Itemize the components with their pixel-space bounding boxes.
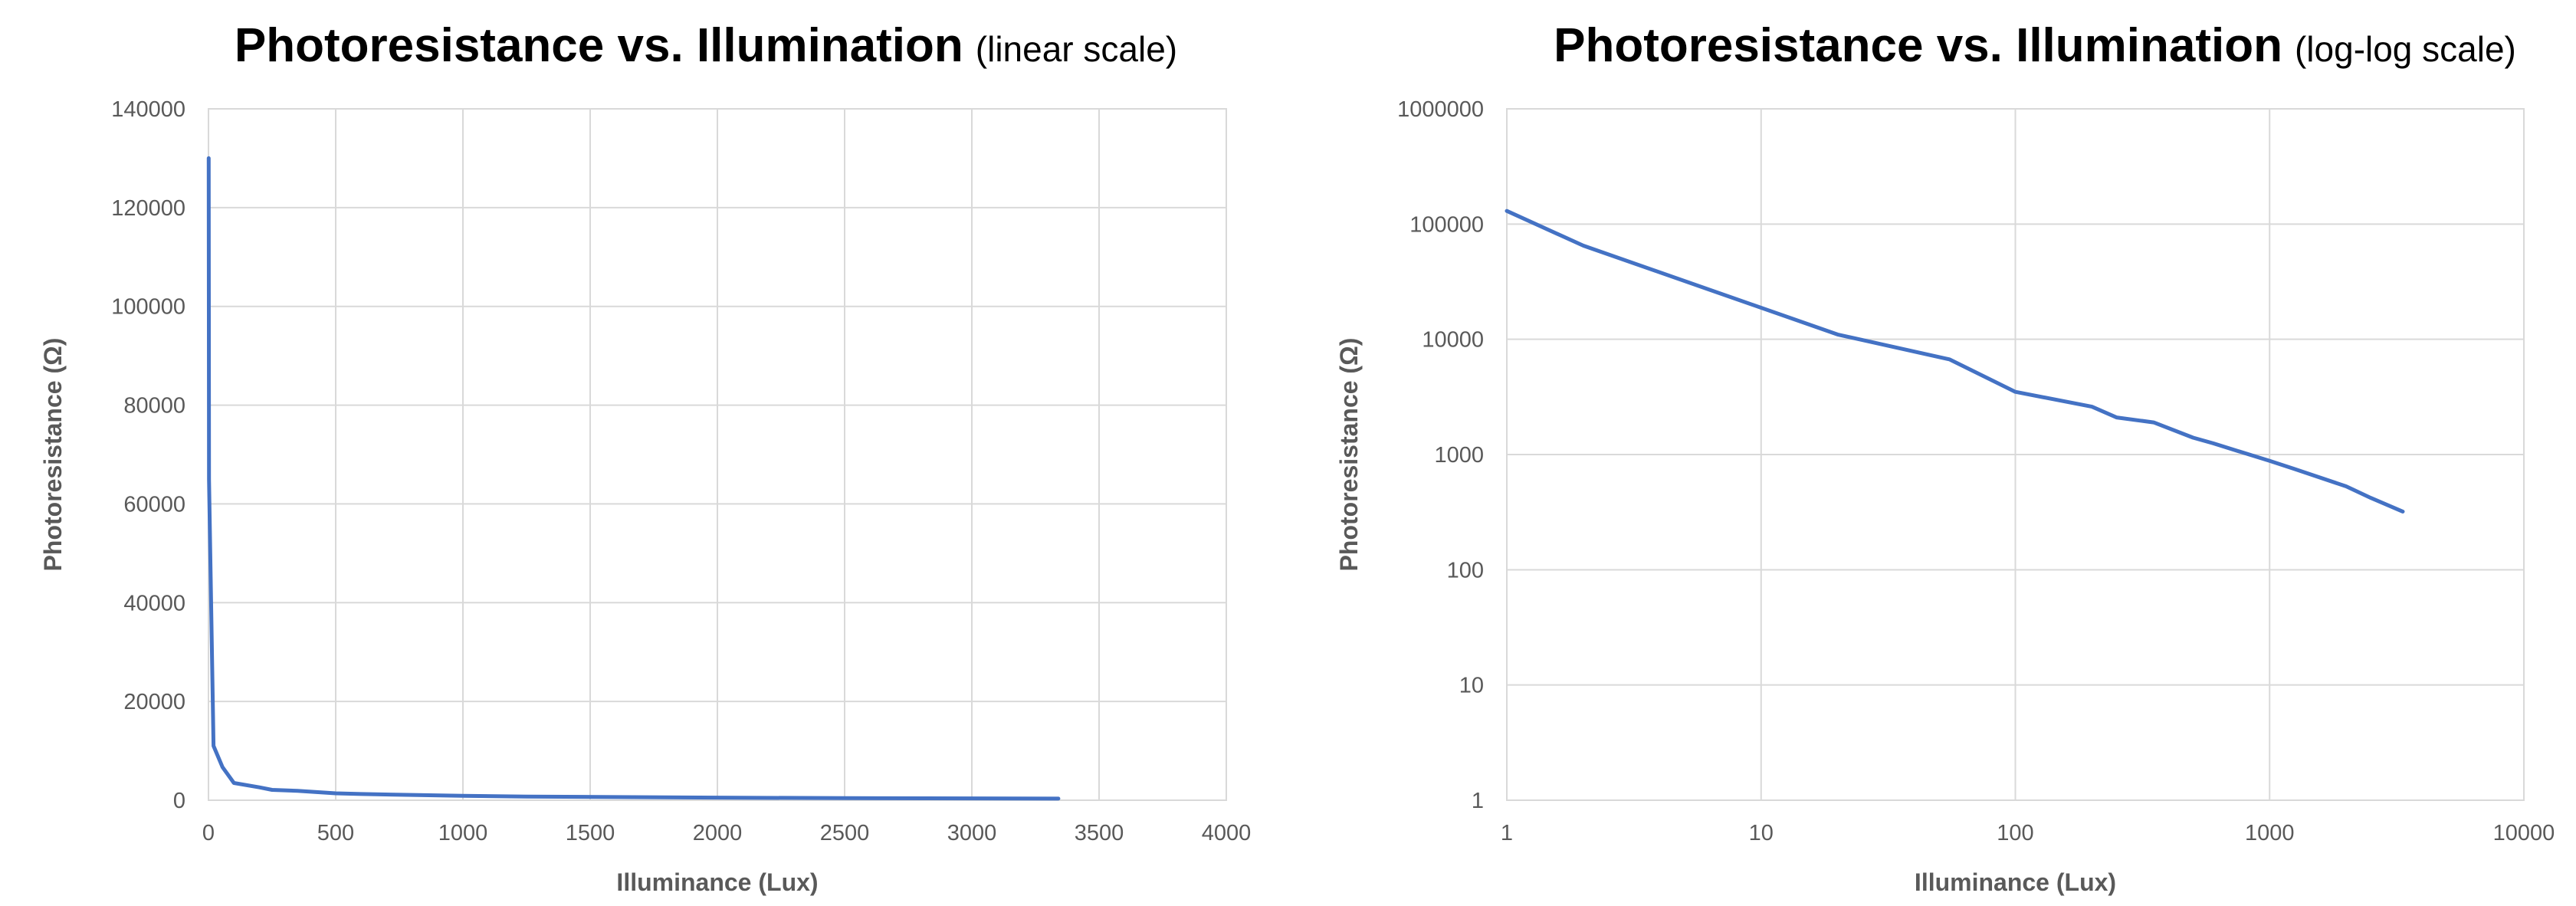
x-tick-label: 0 xyxy=(202,821,215,845)
y-tick-label: 100000 xyxy=(111,295,185,320)
linear-chart: Photoresistance vs. Illumination (linear … xyxy=(39,19,1251,896)
chart-title: Photoresistance vs. Illumination (log-log… xyxy=(1554,19,2516,72)
chart-title-suffix: (log-log scale) xyxy=(2295,29,2516,69)
y-tick-label: 120000 xyxy=(111,196,185,221)
series-line xyxy=(1505,208,2405,514)
series-line xyxy=(206,156,1061,801)
chart-title-main: Photoresistance vs. Illumination xyxy=(235,19,963,72)
y-tick-label: 0 xyxy=(173,789,185,813)
x-tick-label: 2500 xyxy=(820,821,870,845)
x-tick-label: 3500 xyxy=(1075,821,1124,845)
x-tick-label: 1 xyxy=(1501,821,1513,845)
y-tick-label: 10 xyxy=(1459,674,1484,698)
x-tick-label: 500 xyxy=(317,821,354,845)
y-tick-label: 80000 xyxy=(123,394,185,419)
loglog-chart: Photoresistance vs. Illumination (log-log… xyxy=(1335,19,2555,896)
y-tick-label: 1 xyxy=(1472,789,1484,813)
plot-area-border xyxy=(1506,108,2525,801)
x-axis-title: Illuminance (Lux) xyxy=(1915,868,2116,896)
x-tick-label: 4000 xyxy=(1202,821,1252,845)
y-tick-label: 40000 xyxy=(123,591,185,615)
x-tick-label: 1500 xyxy=(566,821,615,845)
y-tick-label: 20000 xyxy=(123,690,185,714)
x-tick-label: 10 xyxy=(1749,821,1774,845)
x-tick-label: 1000 xyxy=(2245,821,2295,845)
y-axis-title: Photoresistance (Ω) xyxy=(1335,338,1363,572)
y-tick-label: 100 xyxy=(1447,558,1484,583)
chart-title-main: Photoresistance vs. Illumination xyxy=(1554,19,2282,72)
y-tick-label: 10000 xyxy=(1422,328,1484,353)
chart-title-suffix: (linear scale) xyxy=(976,29,1177,69)
x-tick-label: 10000 xyxy=(2493,821,2555,845)
x-axis-title: Illuminance (Lux) xyxy=(616,868,818,896)
y-tick-label: 1000000 xyxy=(1397,97,1484,122)
x-tick-label: 2000 xyxy=(693,821,743,845)
y-tick-label: 140000 xyxy=(111,97,185,122)
y-tick-label: 100000 xyxy=(1409,212,1484,237)
y-tick-label: 60000 xyxy=(123,492,185,517)
x-tick-label: 100 xyxy=(1997,821,2033,845)
x-tick-label: 3000 xyxy=(947,821,997,845)
x-tick-label: 1000 xyxy=(438,821,488,845)
y-axis-title: Photoresistance (Ω) xyxy=(39,338,67,572)
y-tick-label: 1000 xyxy=(1434,443,1484,468)
chart-title: Photoresistance vs. Illumination (linear … xyxy=(235,19,1177,72)
